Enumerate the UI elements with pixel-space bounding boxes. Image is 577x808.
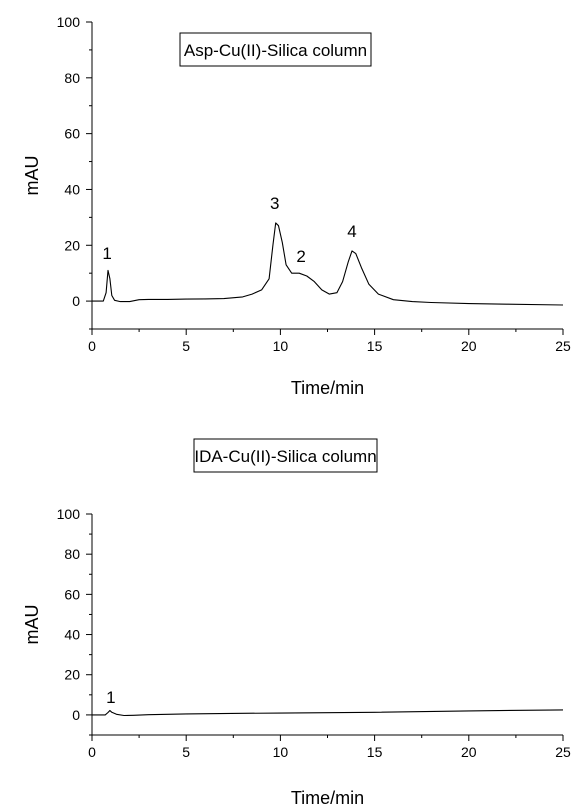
x-tick-label: 5 (182, 338, 190, 354)
x-tick-label: 20 (461, 338, 477, 354)
legend-box (179, 32, 372, 67)
chart-panel-bottom: 0 20 40 60 80 100 0 5 10 15 20 25 Time/min mAU IDA-Cu(… (22, 438, 571, 808)
y-tick-label: 0 (72, 293, 80, 309)
x-axis-title: Time/min (291, 788, 364, 808)
chromatogram-line (92, 222, 564, 306)
chart-panel-top: 0 20 40 60 80 100 0 5 10 15 20 25 Time/min mAU Asp-Cu(… (22, 14, 571, 398)
legend-box (193, 438, 378, 473)
y-axis-title: mAU (22, 156, 42, 196)
y-tick-label: 20 (64, 237, 80, 253)
y-tick-label: 40 (64, 627, 80, 643)
legend-label: IDA-Cu(II)-Silica column (194, 447, 376, 466)
y-axis-title: mAU (22, 605, 42, 645)
legend-label: Asp-Cu(II)-Silica column (184, 41, 367, 60)
peak-label: 1 (102, 244, 111, 263)
y-tick-label: 60 (64, 126, 80, 142)
y-tick-label: 20 (64, 667, 80, 683)
x-tick-label: 0 (88, 744, 96, 760)
peak-label: 2 (296, 247, 305, 266)
y-tick-label: 80 (64, 70, 80, 86)
chromatogram-line (92, 709, 564, 717)
x-tick-label: 0 (88, 338, 96, 354)
x-tick-label: 10 (273, 338, 289, 354)
peak-label: 1 (106, 688, 115, 707)
y-tick-label: 100 (57, 506, 81, 522)
x-tick-label: 15 (367, 338, 383, 354)
x-axis-title: Time/min (291, 378, 364, 398)
peak-label: 3 (270, 194, 279, 213)
x-tick-label: 15 (367, 744, 383, 760)
y-tick-label: 100 (57, 14, 81, 30)
x-tick-label: 25 (555, 338, 571, 354)
y-tick-label: 0 (72, 707, 80, 723)
y-tick-label: 80 (64, 546, 80, 562)
x-tick-label: 10 (273, 744, 289, 760)
y-tick-label: 40 (64, 181, 80, 197)
y-tick-label: 60 (64, 586, 80, 602)
peak-label: 4 (347, 222, 356, 241)
x-tick-label: 20 (461, 744, 477, 760)
x-tick-label: 25 (555, 744, 571, 760)
x-tick-label: 5 (182, 744, 190, 760)
